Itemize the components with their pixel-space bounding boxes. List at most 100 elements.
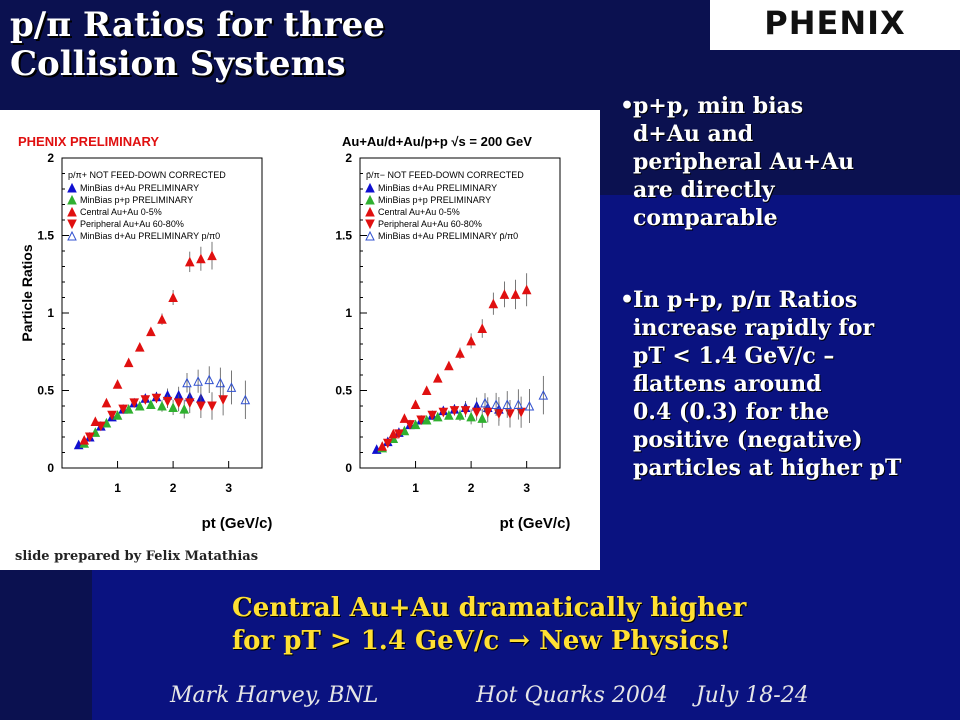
y-tick-label: 0.5 bbox=[37, 384, 54, 398]
y-tick-label: 2 bbox=[47, 151, 54, 165]
data-point bbox=[196, 253, 206, 264]
x-tick-label: 1 bbox=[412, 481, 419, 495]
data-point bbox=[394, 429, 404, 440]
bullet-text-2: In p+p, p/π Ratios increase rapidly for … bbox=[633, 287, 902, 481]
legend-marker bbox=[67, 230, 77, 241]
legend-entry: Central Au+Au 0-5% bbox=[80, 207, 162, 217]
data-point bbox=[129, 398, 140, 409]
data-point bbox=[207, 401, 217, 412]
data-point bbox=[471, 407, 482, 418]
data-point bbox=[184, 398, 195, 409]
data-point bbox=[207, 250, 217, 261]
y-axis-label: Particle Ratios bbox=[19, 244, 35, 341]
data-point bbox=[538, 390, 549, 400]
data-point bbox=[444, 360, 454, 371]
legend-marker bbox=[67, 206, 77, 217]
legend-entry: Peripheral Au+Au 60-80% bbox=[378, 219, 482, 229]
legend-entry: MinBias d+Au PRELIMINARY p̄/π0 bbox=[378, 231, 518, 241]
slide-title: p/π Ratios for three Collision Systems bbox=[10, 6, 385, 84]
data-point bbox=[405, 420, 415, 430]
data-point bbox=[182, 377, 192, 388]
data-point bbox=[477, 413, 488, 423]
data-point bbox=[168, 292, 178, 302]
legend-marker bbox=[365, 219, 375, 230]
legend-marker bbox=[67, 194, 77, 205]
y-tick-label: 0 bbox=[345, 461, 352, 475]
data-point bbox=[480, 397, 490, 408]
data-point bbox=[112, 379, 123, 389]
data-point bbox=[502, 399, 513, 409]
data-point bbox=[432, 411, 443, 422]
legend-marker bbox=[67, 219, 77, 230]
legend-header: p̄/π− NOT FEED-DOWN CORRECTED bbox=[366, 170, 524, 180]
chart-title: PHENIX PRELIMINARY bbox=[18, 134, 159, 149]
y-tick-label: 1.5 bbox=[37, 229, 54, 243]
y-tick-label: 0.5 bbox=[335, 384, 352, 398]
data-point bbox=[226, 382, 237, 392]
data-point bbox=[377, 441, 388, 451]
legend-entry: Peripheral Au+Au 60-80% bbox=[80, 219, 184, 229]
title-line-2: Collision Systems bbox=[10, 44, 346, 84]
data-point bbox=[157, 400, 167, 411]
data-point bbox=[204, 374, 215, 385]
data-point bbox=[146, 399, 156, 409]
data-point bbox=[112, 410, 123, 420]
bullet-text-1: p+p, min bias d+Au and peripheral Au+Au … bbox=[633, 93, 855, 231]
conclusion-text: Central Au+Au dramatically higher for pT… bbox=[232, 593, 747, 656]
phenix-logo: PHENIX bbox=[710, 0, 960, 50]
bullet-pp-ratios: • In p+p, p/π Ratios increase rapidly fo… bbox=[620, 286, 901, 482]
plot-panel: 0 0.5 1 1.5 2 1 2 3 PHENIX PRELIMINARY pt (GeV/c)… bbox=[0, 110, 600, 570]
legend-entry: MinBias d+Au PRELIMINARY p/π0 bbox=[80, 231, 220, 241]
data-point bbox=[162, 396, 173, 407]
data-point bbox=[196, 401, 206, 412]
data-point bbox=[494, 409, 504, 419]
data-point bbox=[101, 397, 112, 408]
data-point bbox=[410, 419, 421, 430]
slide-credit: slide prepared by Felix Matathias bbox=[15, 549, 259, 564]
y-tick-label: 1 bbox=[345, 306, 352, 320]
slide-footer: Mark Harvey, BNL Hot Quarks 2004 July 18… bbox=[170, 683, 809, 708]
data-point bbox=[107, 410, 117, 421]
data-point bbox=[146, 326, 156, 337]
data-point bbox=[460, 406, 471, 416]
data-point bbox=[491, 399, 501, 409]
data-point bbox=[477, 323, 488, 333]
chart-title: Au+Au/d+Au/p+p √s = 200 GeV bbox=[342, 134, 532, 149]
data-point bbox=[455, 348, 465, 358]
x-tick-label: 2 bbox=[468, 481, 475, 495]
data-point bbox=[140, 395, 151, 405]
data-point bbox=[466, 335, 476, 346]
data-point bbox=[388, 428, 399, 439]
data-point bbox=[193, 376, 203, 386]
data-point bbox=[427, 410, 438, 421]
data-point bbox=[438, 407, 449, 418]
legend-marker bbox=[365, 230, 375, 241]
data-point bbox=[134, 341, 145, 352]
legend-marker bbox=[365, 206, 375, 217]
data-point bbox=[421, 414, 432, 425]
legend-header: p/π+ NOT FEED-DOWN CORRECTED bbox=[68, 170, 226, 180]
data-point bbox=[382, 438, 393, 449]
chart-2: 0 0.5 1 1.5 2 1 2 3 Au+Au/d+Au/p+p √s = 200 GeV p… bbox=[335, 134, 570, 532]
data-point bbox=[416, 415, 426, 426]
bullet-dot: • bbox=[620, 287, 635, 313]
data-point bbox=[510, 289, 521, 299]
y-tick-label: 0 bbox=[47, 461, 54, 475]
legend-marker bbox=[365, 194, 375, 205]
data-point bbox=[123, 403, 134, 414]
legend-entry: MinBias p+p PRELIMINARY bbox=[378, 195, 491, 205]
data-point bbox=[505, 409, 515, 419]
legend-entry: MinBias d+Au PRELIMINARY bbox=[378, 183, 497, 193]
y-tick-label: 1 bbox=[47, 306, 54, 320]
data-point bbox=[179, 403, 190, 414]
legend-marker bbox=[365, 182, 375, 193]
data-point bbox=[173, 398, 184, 409]
data-point bbox=[488, 298, 499, 309]
x-axis-label: pt (GeV/c) bbox=[500, 515, 571, 532]
y-tick-label: 2 bbox=[345, 151, 352, 165]
data-point bbox=[151, 393, 162, 404]
data-point bbox=[123, 357, 134, 368]
chart-1: 0 0.5 1 1.5 2 1 2 3 PHENIX PRELIMINARY pt (GeV/c)… bbox=[18, 134, 272, 532]
y-tick-label: 1.5 bbox=[335, 229, 352, 243]
data-point bbox=[218, 395, 228, 405]
